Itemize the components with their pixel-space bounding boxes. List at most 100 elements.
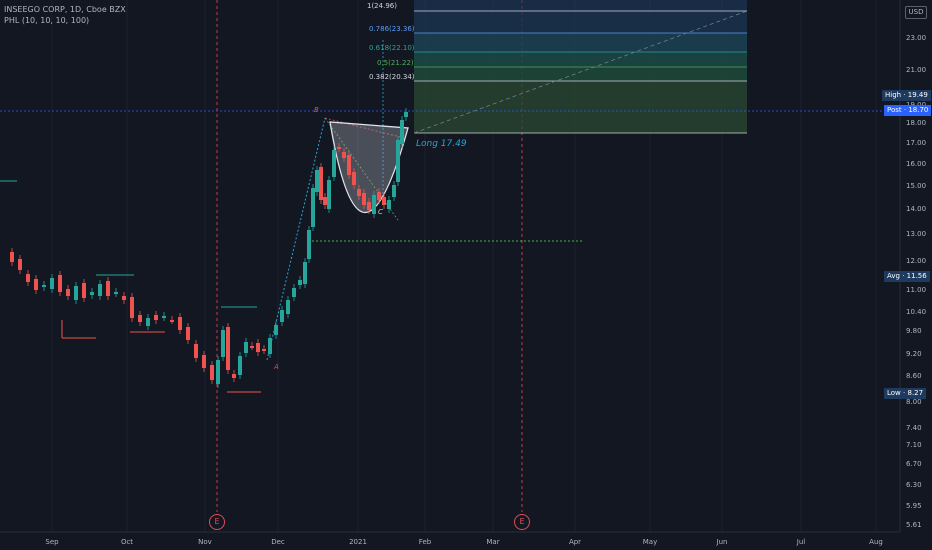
candle [342, 152, 346, 158]
candle [106, 281, 110, 296]
candle [292, 288, 296, 297]
y-tick: 12.00 [906, 257, 927, 265]
earnings-icon[interactable]: E [209, 514, 225, 530]
chart-legend[interactable]: INSEEGO CORP, 1D, Cboe BZX PHL (10, 10, … [4, 4, 126, 26]
y-tick: 13.00 [906, 230, 927, 238]
candle [352, 172, 356, 185]
y-tick: 14.00 [906, 205, 927, 213]
candle [357, 189, 361, 196]
x-tick: 2021 [349, 538, 367, 546]
candle [138, 315, 142, 322]
y-tick: 6.30 [906, 481, 922, 489]
fib-retracement[interactable] [413, 0, 748, 134]
candlestick-series [10, 108, 408, 388]
y-tick: 9.80 [906, 327, 922, 335]
candle [377, 192, 381, 200]
candle [280, 310, 284, 322]
x-tick: Jul [796, 538, 806, 546]
x-tick: Jun [716, 538, 728, 546]
pattern-point-a: A [274, 363, 279, 371]
y-tick: 8.60 [906, 372, 922, 380]
candle [232, 374, 236, 378]
y-tick: 6.70 [906, 460, 922, 468]
candle [10, 252, 14, 262]
candle [221, 330, 225, 357]
fib-label: 0.618(22.10) [369, 44, 415, 52]
candle [244, 342, 248, 353]
pattern-point-c: C [378, 208, 383, 216]
avg-label: Avg [887, 272, 900, 280]
x-tick: Oct [120, 538, 134, 546]
candle [216, 360, 220, 384]
earnings-icon[interactable]: E [514, 514, 530, 530]
candle [367, 202, 371, 210]
candle [311, 188, 315, 227]
candle [315, 170, 319, 192]
candle [382, 197, 386, 205]
fib-label: 0.5(21.22) [377, 59, 414, 67]
candle [58, 275, 62, 292]
y-tick: 8.00 [906, 398, 922, 406]
candle [400, 120, 404, 144]
y-tick: 23.00 [906, 34, 927, 42]
x-tick: May [642, 538, 658, 546]
candle [303, 262, 307, 284]
candle [268, 338, 272, 354]
candle [186, 327, 190, 340]
x-tick: Dec [271, 538, 285, 546]
x-tick: Apr [568, 538, 582, 546]
low-label: Low [887, 389, 901, 397]
candle [178, 317, 182, 330]
x-tick: Mar [486, 538, 500, 546]
x-tick: Sep [45, 538, 59, 546]
candle [256, 343, 260, 352]
high-label: High [885, 91, 902, 99]
pattern-point-b: B [314, 106, 319, 114]
candle [347, 155, 351, 175]
candle [202, 355, 206, 368]
candle [262, 349, 266, 351]
candle [238, 356, 242, 375]
candle [226, 327, 230, 370]
candle [332, 150, 336, 177]
candle [114, 292, 118, 294]
long-position-label[interactable]: Long 17.49 [416, 139, 467, 149]
candle [122, 296, 126, 300]
y-tick: 15.00 [906, 182, 927, 190]
y-tick: 16.00 [906, 160, 927, 168]
y-tick: 21.00 [906, 66, 927, 74]
candle [298, 280, 302, 285]
candle [307, 230, 311, 259]
candle [274, 325, 278, 335]
high-price-tag: High · 19.49 [882, 90, 931, 101]
low-price-tag: Low · 8.27 [884, 388, 927, 399]
y-tick: 10.40 [906, 308, 927, 316]
candle [396, 140, 400, 182]
candle [404, 112, 408, 117]
candle [90, 292, 94, 295]
post-price-tag: Post · 18.70 [884, 105, 932, 116]
x-tick: Feb [418, 538, 432, 546]
candle [42, 285, 46, 287]
x-tick: Aug [869, 538, 883, 546]
candle [82, 283, 86, 298]
symbol-title[interactable]: INSEEGO CORP, 1D, Cboe BZX [4, 5, 126, 14]
avg-value: 11.56 [906, 272, 927, 280]
y-tick: 11.00 [906, 286, 927, 294]
candle [66, 289, 70, 296]
low-value: 8.27 [907, 389, 924, 397]
candle [194, 344, 198, 358]
high-value: 19.49 [907, 91, 928, 99]
candle [387, 200, 391, 209]
currency-button[interactable]: USD [905, 6, 927, 19]
candle [362, 193, 366, 205]
fib-label: 0.382(20.34) [369, 73, 415, 81]
y-tick: 17.00 [906, 139, 927, 147]
y-tick: 7.10 [906, 441, 922, 449]
candle [34, 279, 38, 290]
candle [162, 316, 166, 318]
y-tick: 18.00 [906, 119, 927, 127]
fib-label: 0.786(23.36) [369, 25, 415, 33]
indicator-label[interactable]: PHL (10, 10, 10, 100) [4, 16, 90, 25]
